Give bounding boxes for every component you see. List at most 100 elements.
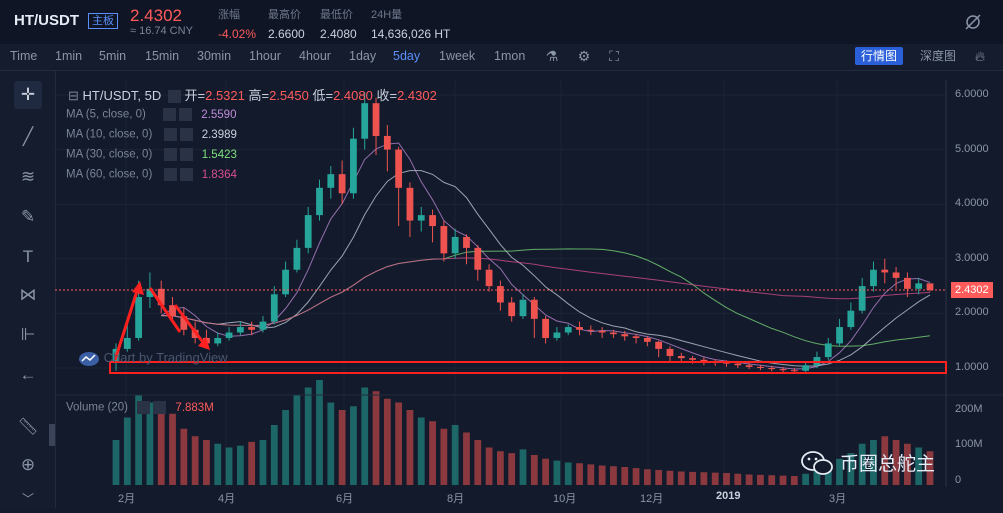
settings-chip[interactable] [137, 401, 151, 414]
volume-bar [632, 468, 640, 485]
candle-body [338, 174, 346, 194]
arrow-down-head [198, 337, 210, 350]
candle-body [135, 297, 143, 338]
indicator-icon[interactable]: ⚗ [545, 48, 559, 64]
drawing-sidebar: ✛ ╱ ≋ ✎ T ⋈ ⊩ ← 📏︎ ⊕ ﹀ [0, 71, 56, 508]
volume-bar [655, 470, 663, 485]
candle-body [146, 288, 154, 298]
ma-label: MA (10, close, 0) [66, 128, 153, 141]
view-chart-button[interactable]: 行情图 [855, 47, 904, 65]
tf-15min[interactable]: 15min [145, 49, 180, 63]
volume-bar [836, 458, 843, 485]
candle-body [180, 316, 188, 330]
main-legend: ⊟ HT/USDT, 5D 开=2.5321 高=2.5450 低=2.4080… [68, 85, 437, 104]
volume-bar [700, 472, 708, 485]
candle-body [496, 286, 504, 303]
y-tick-label: 4.0000 [955, 197, 989, 210]
arrow-down-line [173, 304, 207, 346]
volume-bar [553, 460, 561, 485]
volume-bar [790, 476, 798, 485]
volume-bar [723, 473, 730, 485]
volume-bar [112, 440, 120, 485]
tf-1mon[interactable]: 1mon [494, 49, 526, 63]
high-value: 2.5450 [269, 88, 309, 103]
tf-1min[interactable]: 1min [55, 49, 83, 63]
tf-5day[interactable]: 5day [393, 49, 421, 63]
candle-body [734, 363, 742, 366]
candle-body [451, 236, 459, 254]
fib-icon[interactable]: ≋ [20, 167, 36, 186]
settings-icon[interactable]: ⚙ [577, 48, 591, 64]
chevron-down-icon[interactable]: ﹀ [21, 492, 34, 506]
candle-body [790, 370, 798, 372]
cny-price: ≈ 16.74 CNY [130, 25, 193, 37]
volume-bar [530, 455, 538, 485]
candle-body [700, 359, 708, 362]
measure-icon[interactable]: ⊩ [20, 325, 36, 344]
volume-bar [293, 395, 301, 485]
tf-time[interactable]: Time [10, 49, 38, 63]
close-chip[interactable] [179, 148, 193, 161]
ma-value: 1.5423 [201, 148, 237, 161]
zoom-icon[interactable]: ⊕ [20, 455, 36, 474]
tf-1hour[interactable]: 1hour [249, 49, 281, 63]
settings-chip[interactable] [163, 168, 177, 181]
candles [112, 92, 934, 373]
flame-icon[interactable]: 🔥︎ [974, 48, 986, 64]
stat-volume: 24H量 14,636,026 HT [371, 6, 450, 41]
crosshair-icon[interactable]: ✛ [14, 81, 42, 109]
close-chip[interactable] [179, 128, 193, 141]
candle-body [564, 327, 572, 333]
hide-eye-icon[interactable] [964, 13, 982, 31]
tradingview-logo-icon [79, 351, 99, 366]
open-label: 开= [184, 88, 206, 103]
volume-bar [395, 402, 403, 485]
volume-bar [225, 447, 233, 485]
pattern-icon[interactable]: ⋈ [19, 285, 37, 304]
collapse-icon[interactable]: ⊟ [68, 88, 79, 103]
volume-bar [135, 395, 143, 485]
volume-bar [689, 471, 696, 485]
tf-5min[interactable]: 5min [99, 49, 127, 63]
text-icon[interactable]: T [22, 247, 34, 266]
open-value: 2.5321 [205, 88, 245, 103]
ma-legend-60: MA (60, close, 0) 1.8364 [66, 168, 237, 181]
symbol-label: HT/USDT, 5D [82, 88, 162, 103]
ruler-icon[interactable]: 📏︎ [17, 417, 39, 436]
volume-bar [824, 464, 832, 485]
x-tick-label: 12月 [640, 493, 664, 505]
volume-bar [282, 410, 289, 485]
trend-line-icon[interactable]: ╱ [22, 127, 34, 146]
fullscreen-icon[interactable]: ⛶ [609, 48, 619, 64]
candle-body [282, 269, 289, 295]
volume-bar [587, 464, 595, 485]
candle-body [485, 269, 493, 287]
settings-chip[interactable] [167, 90, 181, 104]
candle-body [530, 299, 538, 319]
board-badge[interactable]: 主板 [88, 13, 118, 29]
tf-30min[interactable]: 30min [197, 49, 232, 63]
close-chip[interactable] [179, 108, 193, 121]
back-arrow-icon[interactable]: ← [19, 365, 37, 384]
close-chip[interactable] [179, 168, 193, 181]
settings-chip[interactable] [163, 128, 177, 141]
candle-body [542, 318, 550, 338]
candle-body [768, 368, 776, 370]
ma-label: MA (60, close, 0) [66, 168, 153, 181]
tf-4hour[interactable]: 4hour [299, 49, 331, 63]
volume-bar [316, 380, 323, 485]
arrow-up-head [132, 281, 144, 295]
volume-bar [926, 451, 934, 485]
settings-chip[interactable] [163, 108, 177, 121]
tf-1day[interactable]: 1day [349, 49, 377, 63]
candle-body [836, 327, 843, 344]
tf-1week[interactable]: 1week [439, 49, 476, 63]
volume-bar [779, 475, 787, 485]
volume-bar [485, 447, 493, 485]
close-chip[interactable] [153, 401, 167, 414]
brush-icon[interactable]: ✎ [20, 207, 36, 226]
volume-bar [870, 440, 877, 485]
view-depth-button[interactable]: 深度图 [920, 49, 957, 63]
settings-chip[interactable] [163, 148, 177, 161]
